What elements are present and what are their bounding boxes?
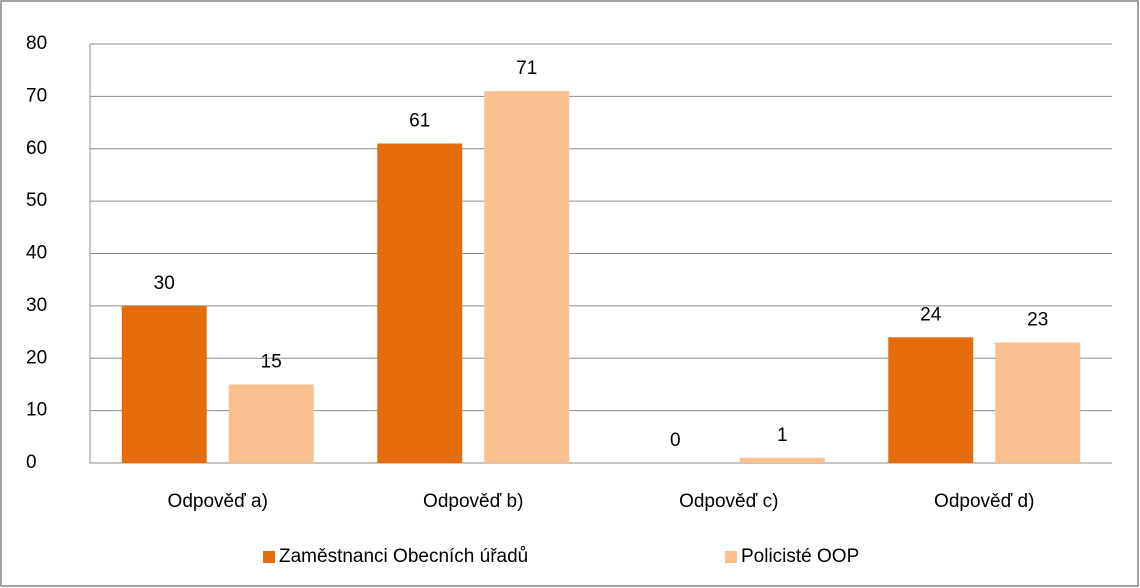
bar <box>739 457 825 463</box>
data-label: 23 <box>1027 310 1048 331</box>
y-tick-label: 60 <box>26 138 47 159</box>
y-tick-label: 10 <box>26 400 47 421</box>
y-tick-label: 30 <box>26 295 47 316</box>
legend-label: Policisté OOP <box>741 546 859 567</box>
x-tick-label: Odpověď a) <box>168 491 268 512</box>
data-label: 24 <box>920 304 942 325</box>
x-tick-label: Odpověď b) <box>423 491 523 512</box>
y-tick-label: 40 <box>26 243 47 264</box>
y-tick-label: 20 <box>26 347 47 368</box>
data-label: 0 <box>670 430 681 451</box>
legend-swatch <box>725 551 737 563</box>
data-label: 15 <box>261 351 282 372</box>
x-tick-label: Odpověď c) <box>679 491 778 512</box>
data-label: 71 <box>516 58 537 79</box>
data-label: 61 <box>409 111 430 132</box>
y-tick-label: 0 <box>26 452 37 473</box>
legend-label: Zaměstnanci Obecních úřadů <box>279 546 528 567</box>
x-tick-label: Odpověď d) <box>934 491 1034 512</box>
y-tick-label: 70 <box>26 85 47 106</box>
y-tick-label: 50 <box>26 190 47 211</box>
data-label: 1 <box>777 425 788 446</box>
y-tick-label: 80 <box>26 33 47 54</box>
bar <box>228 384 314 463</box>
bar <box>377 143 463 463</box>
bar <box>888 337 974 463</box>
legend-swatch <box>263 551 275 563</box>
bar <box>995 342 1081 463</box>
bar <box>484 91 570 463</box>
data-label: 30 <box>154 273 175 294</box>
bar <box>121 305 207 463</box>
